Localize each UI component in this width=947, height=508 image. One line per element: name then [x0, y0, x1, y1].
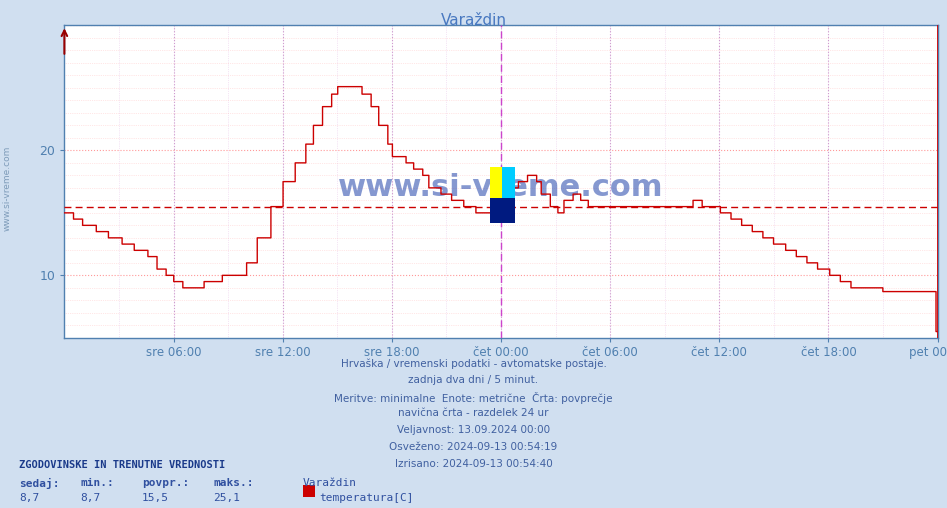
Text: ZGODOVINSKE IN TRENUTNE VREDNOSTI: ZGODOVINSKE IN TRENUTNE VREDNOSTI	[19, 460, 225, 470]
Text: www.si-vreme.com: www.si-vreme.com	[338, 173, 664, 202]
Text: maks.:: maks.:	[213, 478, 254, 488]
Text: povpr.:: povpr.:	[142, 478, 189, 488]
Text: sedaj:: sedaj:	[19, 478, 60, 489]
Text: min.:: min.:	[80, 478, 115, 488]
Text: temperatura[C]: temperatura[C]	[319, 493, 414, 503]
Bar	[491, 167, 502, 198]
Text: 8,7: 8,7	[80, 493, 100, 503]
Text: Meritve: minimalne  Enote: metrične  Črta: povprečje: Meritve: minimalne Enote: metrične Črta:…	[334, 392, 613, 404]
Text: navična črta - razdelek 24 ur: navična črta - razdelek 24 ur	[399, 408, 548, 419]
Text: Varaždin: Varaždin	[440, 13, 507, 28]
Bar	[491, 198, 515, 223]
Text: Veljavnost: 13.09.2024 00:00: Veljavnost: 13.09.2024 00:00	[397, 425, 550, 435]
Text: Izrisano: 2024-09-13 00:54:40: Izrisano: 2024-09-13 00:54:40	[395, 459, 552, 469]
Text: www.si-vreme.com: www.si-vreme.com	[3, 145, 12, 231]
Text: 25,1: 25,1	[213, 493, 241, 503]
Text: 8,7: 8,7	[19, 493, 39, 503]
Text: Varaždin: Varaždin	[303, 478, 357, 488]
Text: 15,5: 15,5	[142, 493, 170, 503]
Text: zadnja dva dni / 5 minut.: zadnja dva dni / 5 minut.	[408, 375, 539, 385]
Bar	[502, 167, 515, 198]
Text: Osveženo: 2024-09-13 00:54:19: Osveženo: 2024-09-13 00:54:19	[389, 442, 558, 452]
Text: Hrvaška / vremenski podatki - avtomatske postaje.: Hrvaška / vremenski podatki - avtomatske…	[341, 358, 606, 369]
